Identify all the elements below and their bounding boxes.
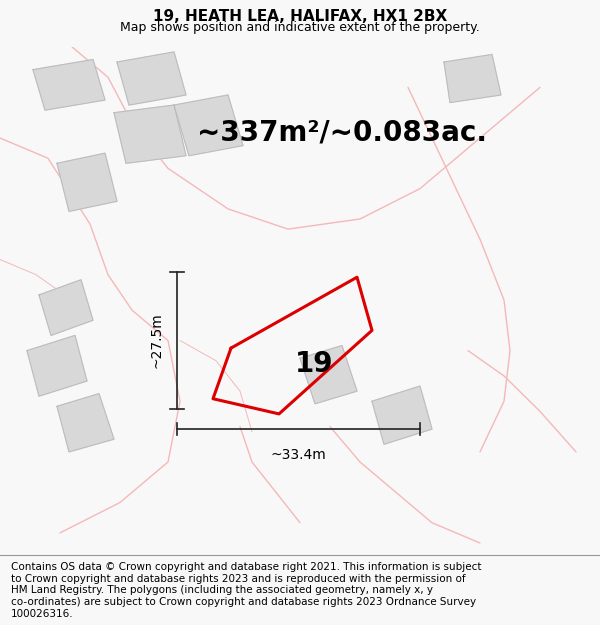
Text: Contains OS data © Crown copyright and database right 2021. This information is : Contains OS data © Crown copyright and d…: [11, 562, 481, 572]
Text: Map shows position and indicative extent of the property.: Map shows position and indicative extent…: [120, 21, 480, 34]
Polygon shape: [444, 54, 501, 102]
Text: 19, HEATH LEA, HALIFAX, HX1 2BX: 19, HEATH LEA, HALIFAX, HX1 2BX: [153, 9, 447, 24]
Polygon shape: [114, 105, 186, 163]
Text: ~337m²/~0.083ac.: ~337m²/~0.083ac.: [197, 119, 487, 147]
Polygon shape: [300, 346, 357, 404]
Polygon shape: [33, 59, 105, 110]
Polygon shape: [57, 394, 114, 452]
Polygon shape: [39, 280, 93, 336]
Text: to Crown copyright and database rights 2023 and is reproduced with the permissio: to Crown copyright and database rights 2…: [11, 574, 466, 584]
Polygon shape: [174, 95, 243, 156]
Polygon shape: [117, 52, 186, 105]
Text: ~27.5m: ~27.5m: [150, 312, 164, 368]
Text: HM Land Registry. The polygons (including the associated geometry, namely x, y: HM Land Registry. The polygons (includin…: [11, 586, 433, 596]
Polygon shape: [372, 386, 432, 444]
Text: 19: 19: [295, 350, 334, 378]
Polygon shape: [27, 336, 87, 396]
Text: 100026316.: 100026316.: [11, 609, 73, 619]
Text: co-ordinates) are subject to Crown copyright and database rights 2023 Ordnance S: co-ordinates) are subject to Crown copyr…: [11, 598, 476, 608]
Polygon shape: [57, 153, 117, 211]
Text: ~33.4m: ~33.4m: [271, 448, 326, 462]
